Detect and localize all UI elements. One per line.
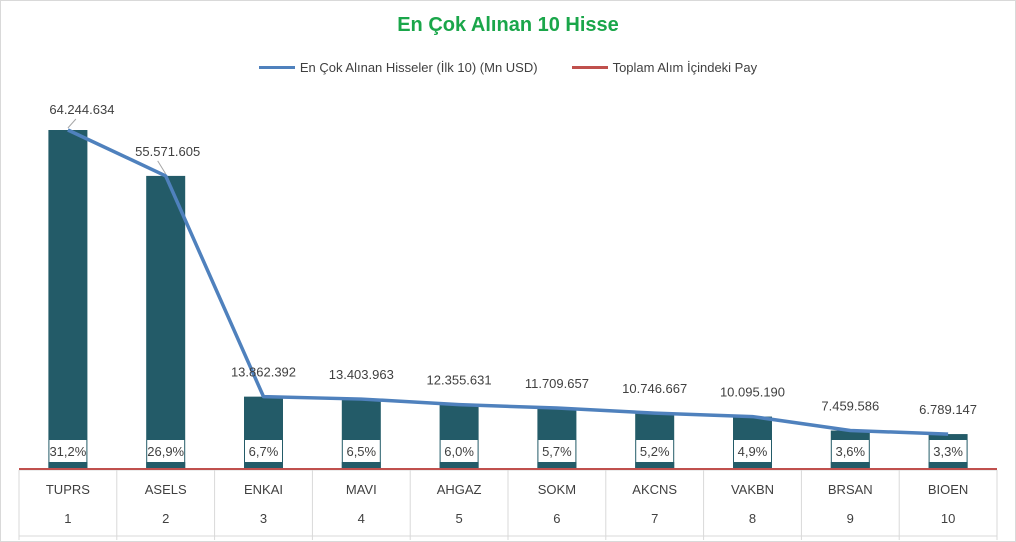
- x-tick-label: SOKM: [538, 482, 576, 497]
- value-data-label: 10.746.667: [622, 381, 687, 396]
- share-label-box: [147, 440, 185, 462]
- share-bar: [341, 462, 381, 470]
- share-label-box: [831, 440, 869, 462]
- value-data-label: 6.789.147: [919, 402, 977, 417]
- x-tick-label: BRSAN: [828, 482, 873, 497]
- x-tick-label: BIOEN: [928, 482, 968, 497]
- share-bar: [48, 462, 88, 470]
- legend-swatch-value: [258, 66, 295, 69]
- value-data-label: 13.403.963: [329, 367, 394, 382]
- share-data-label: 3,6%: [835, 444, 865, 459]
- value-line: [67, 128, 949, 436]
- share-bar: [439, 462, 479, 470]
- value-data-label: 55.571.605: [135, 144, 200, 159]
- leader-line: [67, 118, 77, 129]
- share-data-label: 6,7%: [249, 444, 279, 459]
- rank-tick-label: 5: [455, 511, 462, 526]
- rank-tick-label: 1: [64, 511, 71, 526]
- share-label-box: [734, 440, 771, 462]
- share-data-label: 31,2%: [49, 444, 86, 459]
- share-label-box: [929, 440, 967, 462]
- rank-tick-label: 8: [749, 511, 756, 526]
- share-data-label: 6,5%: [346, 444, 376, 459]
- share-data-label: 6,0%: [444, 444, 474, 459]
- share-bar: [244, 462, 283, 470]
- x-tick-label: AHGAZ: [437, 482, 482, 497]
- rank-tick-label: 7: [651, 511, 658, 526]
- x-tick-label: ASELS: [145, 482, 187, 497]
- leader-line: [157, 160, 167, 175]
- value-data-label: 64.244.634: [49, 102, 114, 117]
- legend-label-value: En Çok Alınan Hisseler (İlk 10) (Mn USD): [299, 60, 538, 75]
- value-data-label: 10.095.190: [720, 385, 785, 400]
- share-label-box: [636, 440, 674, 462]
- rank-tick-label: 4: [358, 511, 365, 526]
- legend-swatch-share: [571, 66, 608, 69]
- share-bar: [928, 462, 968, 470]
- x-tick-label: AKCNS: [632, 482, 677, 497]
- legend-item-value: En Çok Alınan Hisseler (İlk 10) (Mn USD): [258, 60, 538, 75]
- share-data-label: 5,2%: [640, 444, 670, 459]
- share-data-label: 5,7%: [542, 444, 572, 459]
- x-tick-label: MAVI: [346, 482, 377, 497]
- share-label-box: [440, 440, 478, 462]
- value-data-label: 12.355.631: [427, 373, 492, 388]
- share-bar: [635, 462, 675, 470]
- value-data-label: 13.862.392: [231, 365, 296, 380]
- chart-title: En Çok Alınan 10 Hisse: [397, 14, 619, 36]
- value-data-label: 11.709.657: [525, 376, 589, 391]
- share-bar: [830, 462, 870, 470]
- rank-tick-label: 6: [553, 511, 560, 526]
- value-bar: [48, 130, 88, 470]
- x-tick-label: TUPRS: [46, 482, 90, 497]
- chart-legend: En Çok Alınan Hisseler (İlk 10) (Mn USD)…: [0, 60, 1016, 75]
- share-label-box: [245, 440, 282, 462]
- share-label-box: [538, 440, 576, 462]
- share-label-box: [49, 440, 87, 462]
- share-data-label: 4,9%: [738, 444, 768, 459]
- legend-item-share: Toplam Alım İçindeki Pay: [571, 60, 758, 75]
- share-bar: [537, 462, 577, 470]
- share-data-label: 26,9%: [147, 444, 184, 459]
- x-tick-label: VAKBN: [731, 482, 774, 497]
- rank-tick-label: 3: [260, 511, 267, 526]
- value-bar: [146, 175, 186, 470]
- rank-tick-label: 2: [162, 511, 169, 526]
- share-label-box: [342, 440, 380, 462]
- value-data-label: 7.459.586: [821, 399, 879, 414]
- share-bar: [146, 462, 186, 470]
- rank-tick-label: 10: [941, 511, 955, 526]
- x-tick-label: ENKAI: [244, 482, 283, 497]
- rank-tick-label: 9: [847, 511, 854, 526]
- share-bar: [733, 462, 772, 470]
- legend-label-share: Toplam Alım İçindeki Pay: [612, 60, 758, 75]
- share-data-label: 3,3%: [933, 444, 963, 459]
